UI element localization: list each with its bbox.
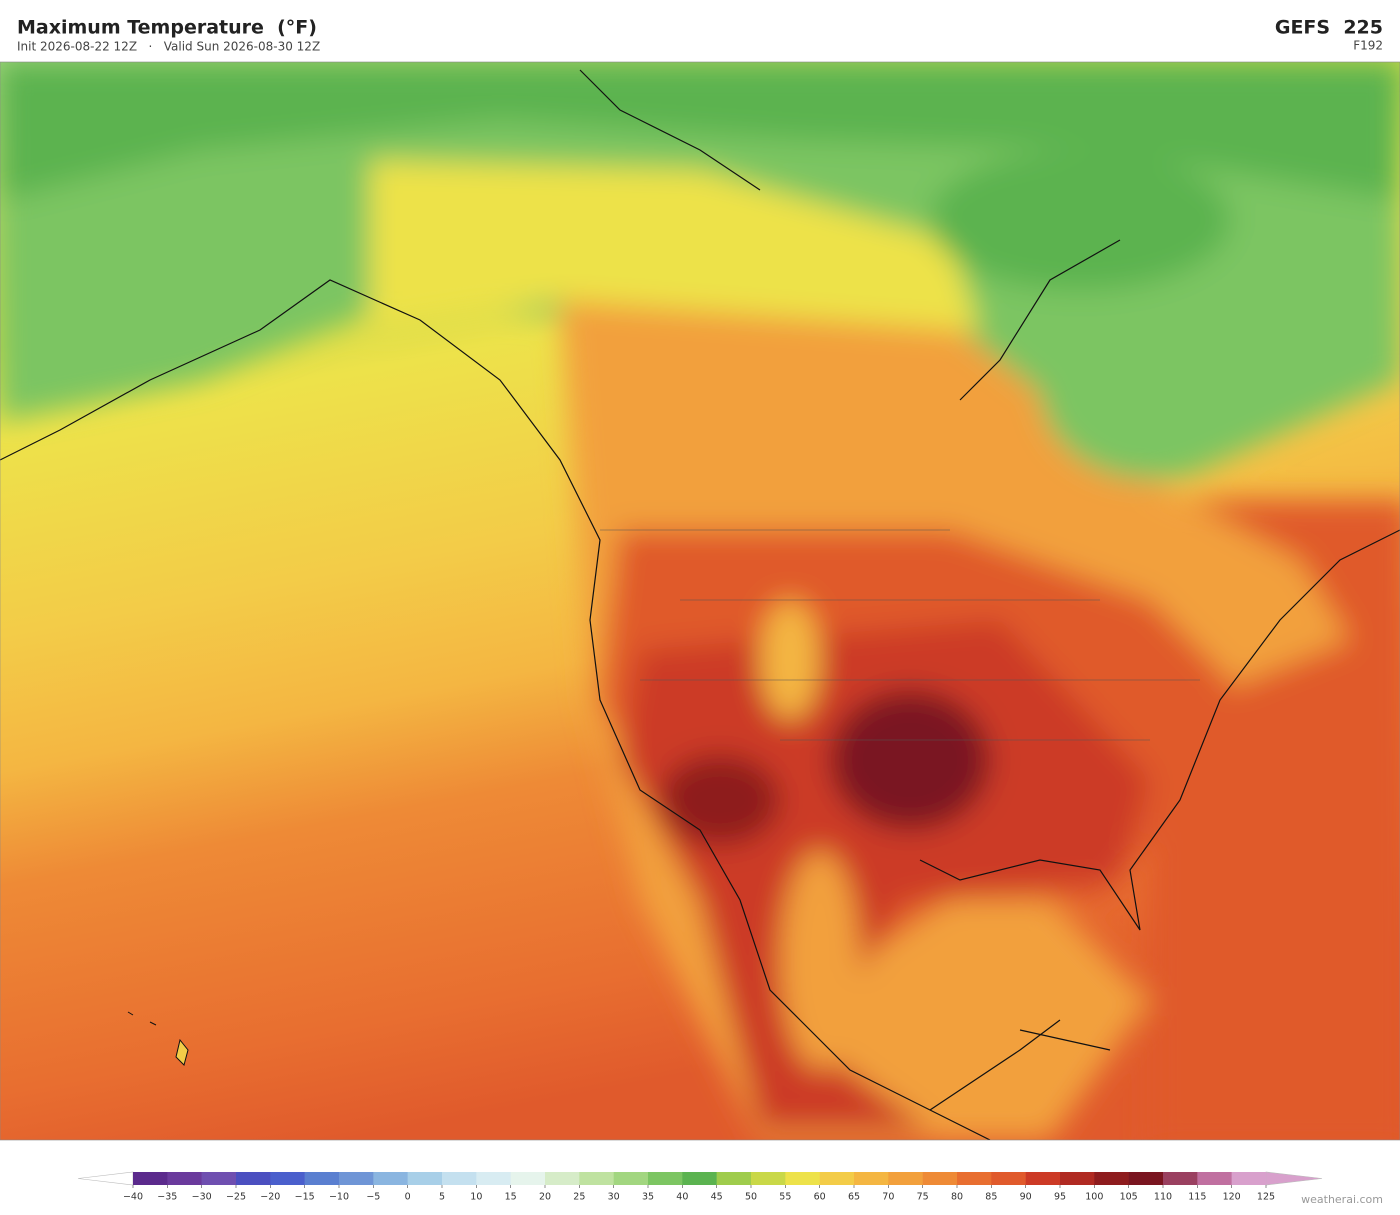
- colorbar-tick-label: 65: [848, 1192, 860, 1203]
- colorbar-bin: [510, 1172, 546, 1185]
- colorbar-tick-label: −40: [123, 1192, 143, 1203]
- colorbar-tick-label: 110: [1154, 1192, 1172, 1203]
- subtitle: Init 2026-08-22 12Z · Valid Sun 2026-08-…: [17, 40, 320, 54]
- title: Maximum Temperature (°F): [17, 17, 317, 39]
- map: [0, 62, 1400, 1140]
- forecast-hour: F192: [1353, 39, 1383, 53]
- colorbar-bin: [819, 1172, 855, 1185]
- colorbar-tick-label: 125: [1257, 1192, 1275, 1203]
- colorbar-tick-label: 70: [882, 1192, 894, 1203]
- colorbar-bin: [957, 1172, 992, 1185]
- colorbar-tick-label: −15: [295, 1192, 315, 1203]
- colorbar-bin: [236, 1172, 271, 1185]
- colorbar-bin: [1197, 1172, 1232, 1185]
- colorbar-bin: [545, 1172, 580, 1185]
- colorbar-bin: [373, 1172, 408, 1185]
- colorbar-under: [77, 1171, 134, 1186]
- colorbar-bin: [339, 1172, 374, 1185]
- colorbar-bin: [991, 1172, 1026, 1185]
- colorbar-tick-label: −5: [366, 1192, 380, 1203]
- colorbar-bin: [888, 1172, 923, 1185]
- colorbar-bin: [1060, 1172, 1095, 1185]
- colorbar-tick-label: 45: [711, 1192, 723, 1203]
- colorbar-bin: [442, 1172, 477, 1185]
- colorbar-bin: [133, 1172, 168, 1185]
- colorbar-bin: [1231, 1172, 1267, 1185]
- colorbar-tick-label: 10: [470, 1192, 482, 1203]
- colorbar-bin: [270, 1172, 305, 1185]
- colorbar-bin: [1163, 1172, 1198, 1185]
- colorbar: −40 −35 −30 −25 −20 −15 −10 −5 0 5 10 15 20 25 30 35 40 4…: [77, 1171, 1323, 1203]
- colorbar-bin: [785, 1172, 820, 1185]
- colorbar-tick-label: 100: [1085, 1192, 1103, 1203]
- colorbar-bin: [579, 1172, 614, 1185]
- colorbar-tick-label: 75: [917, 1192, 929, 1203]
- colorbar-bin: [1128, 1172, 1164, 1185]
- colorbar-bin: [407, 1172, 443, 1185]
- colorbar-tick-label: 120: [1223, 1192, 1241, 1203]
- colorbar-tick-label: 25: [573, 1192, 585, 1203]
- colorbar-bin: [201, 1172, 237, 1185]
- colorbar-bin: [1094, 1172, 1129, 1185]
- colorbar-tick-label: −30: [192, 1192, 212, 1203]
- colorbar-bin: [648, 1172, 683, 1185]
- colorbar-bin: [1025, 1172, 1061, 1185]
- colorbar-tick-label: 15: [505, 1192, 517, 1203]
- colorbar-bin: [304, 1172, 340, 1185]
- colorbar-tick-label: −25: [226, 1192, 246, 1203]
- colorbar-tick-label: 60: [814, 1192, 826, 1203]
- colorbar-tick-label: −20: [260, 1192, 280, 1203]
- model: GEFS 225: [1275, 17, 1383, 39]
- colorbar-tick-label: 80: [951, 1192, 963, 1203]
- colorbar-tick-label: 20: [539, 1192, 551, 1203]
- colorbar-tick-label: 115: [1188, 1192, 1206, 1203]
- colorbar-tick-label: 40: [676, 1192, 688, 1203]
- colorbar-tick-label: −10: [329, 1192, 349, 1203]
- colorbar-bin: [613, 1172, 649, 1185]
- colorbar-tick-label: 95: [1054, 1192, 1066, 1203]
- colorbar-tick-label: 90: [1020, 1192, 1032, 1203]
- colorbar-tick-label: −35: [157, 1192, 177, 1203]
- colorbar-tick-label: 5: [439, 1192, 445, 1203]
- colorbar-bin: [854, 1172, 889, 1185]
- colorbar-over: [1265, 1171, 1323, 1186]
- colorbar-tick-label: 35: [642, 1192, 654, 1203]
- colorbar-tick-label: 30: [608, 1192, 620, 1203]
- colorbar-tick-label: 50: [745, 1192, 757, 1203]
- colorbar-tick-label: 85: [985, 1192, 997, 1203]
- colorbar-tick-label: 0: [405, 1192, 411, 1203]
- colorbar-bin: [751, 1172, 786, 1185]
- colorbar-bin: [922, 1172, 958, 1185]
- colorbar-bin: [716, 1172, 752, 1185]
- colorbar-bin: [476, 1172, 511, 1185]
- colorbar-bin: [682, 1172, 717, 1185]
- watermark: weatherai.com: [1301, 1193, 1383, 1206]
- colorbar-tick-label: 105: [1120, 1192, 1138, 1203]
- colorbar-bin: [167, 1172, 202, 1185]
- colorbar-tick-label: 55: [779, 1192, 791, 1203]
